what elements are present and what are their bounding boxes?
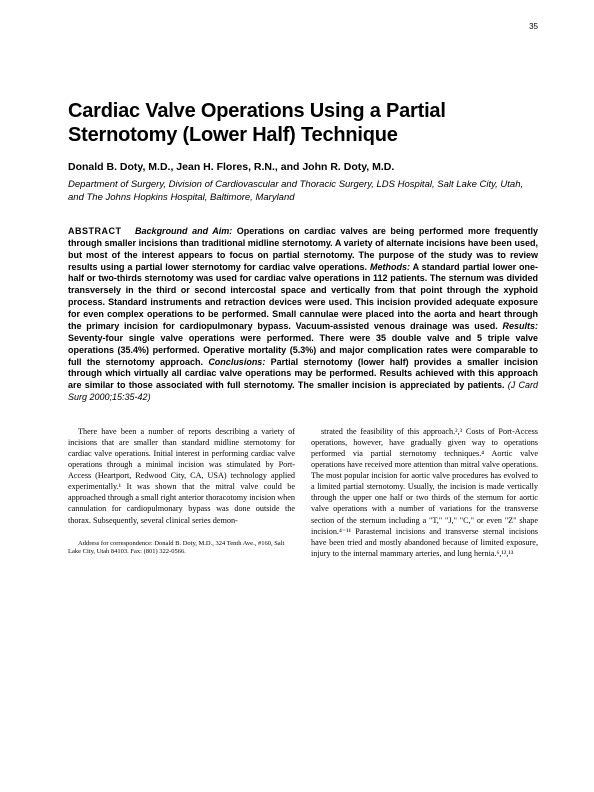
body-para-left-1: There have been a number of reports desc…	[68, 426, 295, 526]
column-right: strated the feasibility of this approach…	[311, 426, 538, 559]
abstract-results-label: Results:	[502, 321, 538, 331]
article-title: Cardiac Valve Operations Using a Partial…	[68, 100, 538, 147]
correspondence-footnote: Address for correspondence: Donald B. Do…	[68, 540, 295, 556]
abstract-methods-label: Methods:	[370, 262, 410, 272]
authors: Donald B. Doty, M.D., Jean H. Flores, R.…	[68, 161, 538, 173]
abstract-conclusions-label: Conclusions:	[208, 357, 265, 367]
body-para-right-1: strated the feasibility of this approach…	[311, 426, 538, 559]
affiliation: Department of Surgery, Division of Cardi…	[68, 179, 538, 204]
column-left: There have been a number of reports desc…	[68, 426, 295, 559]
page-number: 35	[529, 22, 538, 31]
abstract-bg-label: Background and Aim:	[135, 226, 232, 236]
abstract-label: ABSTRACT	[68, 226, 122, 236]
body-columns: There have been a number of reports desc…	[68, 426, 538, 559]
abstract: ABSTRACT Background and Aim: Operations …	[68, 226, 538, 404]
